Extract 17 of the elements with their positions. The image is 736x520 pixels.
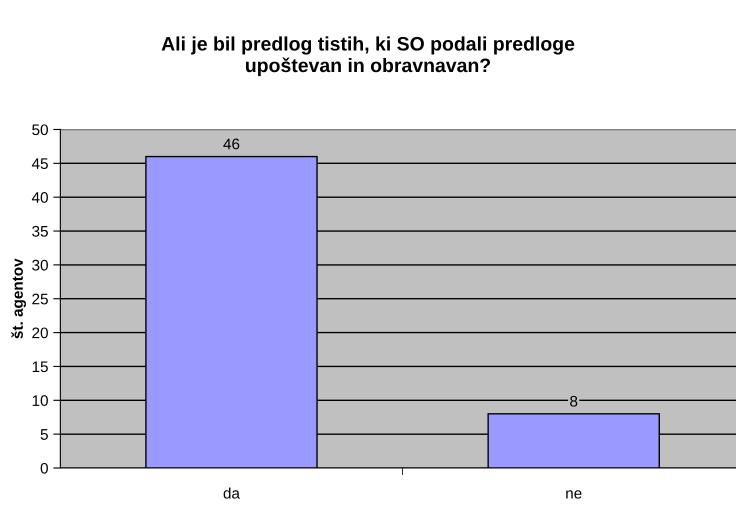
y-axis-title: št. agentov: [11, 258, 26, 339]
y-tick-label: 15: [32, 361, 48, 372]
x-tick-label: ne: [566, 490, 582, 499]
y-tick-label: 20: [32, 327, 48, 338]
y-tick-label: 30: [32, 260, 48, 271]
y-tick-label: 0: [40, 462, 48, 474]
data-label: 46: [223, 138, 240, 150]
y-tick-label: 45: [32, 158, 48, 170]
y-tick-label: 10: [32, 395, 48, 406]
x-tick-label: da: [224, 487, 240, 499]
y-tick-label: 5: [40, 429, 48, 440]
y-tick-label: 40: [32, 192, 48, 203]
data-label: 8: [570, 396, 578, 407]
y-tick-label: 35: [32, 226, 48, 237]
y-tick-label: 25: [32, 294, 48, 304]
chart-title: Ali je bil predlog tistih, ki SO podali predloge upoštevan in obravnavan?: [162, 36, 574, 76]
y-tick-label: 50: [32, 124, 48, 136]
